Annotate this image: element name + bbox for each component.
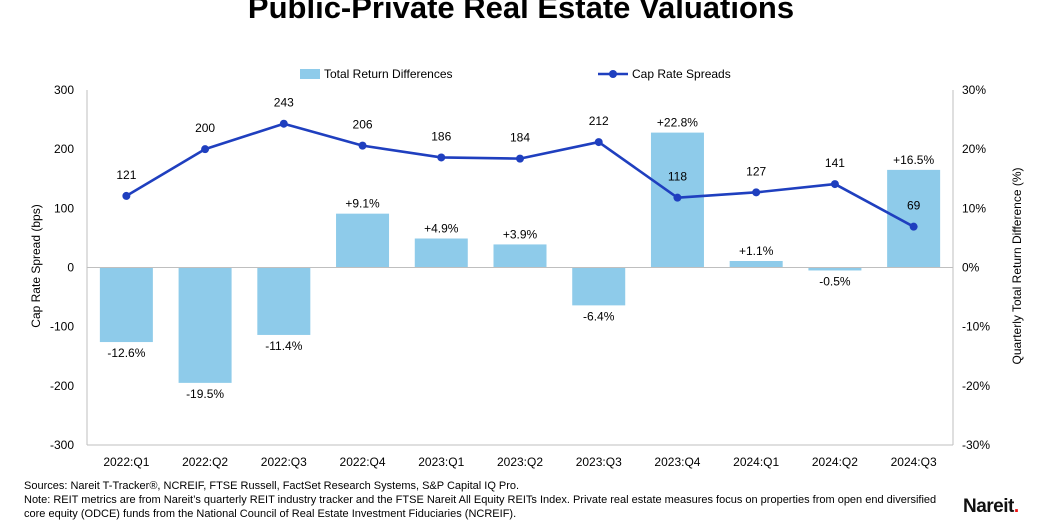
line-point-2022:Q1 — [122, 191, 131, 200]
sources-text: Sources: Nareit T-Tracker®, NCREIF, FTSE… — [24, 480, 520, 492]
legend-swatch-total-return — [300, 69, 320, 79]
bar-2023:Q2 — [493, 244, 547, 268]
line-label-2024:Q2: 141 — [825, 156, 845, 170]
y-tick-label: -200 — [50, 379, 74, 393]
legend-label-total-return: Total Return Differences — [324, 67, 453, 81]
bar-label-2023:Q2: +3.9% — [503, 227, 538, 241]
bar-label-2022:Q1: -12.6% — [107, 346, 145, 360]
bar-label-2022:Q2: -19.5% — [186, 387, 224, 401]
y-tick-label: 300 — [54, 83, 74, 97]
bar-label-2023:Q3: -6.4% — [583, 309, 615, 323]
bar-2023:Q1 — [414, 238, 468, 268]
bar-2024:Q3 — [887, 169, 941, 268]
combo-chart: -12.6% -19.5% -11.4% +9.1% +4.9% +3.9% -6.4% +2… — [29, 67, 1024, 469]
y-tick-label: 100 — [54, 201, 74, 215]
y-tick-label: -300 — [50, 438, 74, 452]
line-point-2023:Q1 — [437, 153, 446, 162]
bar-label-2024:Q2: -0.5% — [819, 274, 851, 288]
line-label-2022:Q4: 206 — [353, 118, 373, 132]
line-point-2022:Q3 — [279, 119, 288, 128]
line-point-2024:Q2 — [830, 180, 839, 189]
line-label-2023:Q2: 184 — [510, 131, 530, 145]
line-point-2023:Q4 — [673, 193, 682, 202]
line-label-2023:Q3: 212 — [589, 114, 609, 128]
x-tick-label: 2023:Q1 — [418, 455, 464, 469]
line-label-2022:Q3: 243 — [274, 96, 294, 110]
legend-label-cap-rate: Cap Rate Spreads — [632, 67, 731, 81]
line-label-2023:Q4: 118 — [668, 170, 687, 184]
y-tick-label: -100 — [50, 320, 74, 334]
nareit-logo: Nareit. — [963, 496, 1019, 517]
y2-tick-label: 30% — [962, 83, 986, 97]
y2-axis-title: Quarterly Total Return Difference (%) — [1010, 168, 1024, 365]
y2-tick-label: -30% — [962, 438, 990, 452]
y-tick-label: 200 — [54, 142, 74, 156]
x-tick-label: 2024:Q3 — [891, 455, 937, 469]
x-tick-label: 2023:Q3 — [576, 455, 622, 469]
y2-tick-label: -10% — [962, 320, 990, 334]
line-point-2022:Q2 — [201, 145, 210, 154]
line-label-2024:Q1: 127 — [746, 164, 766, 178]
bar-2024:Q2 — [808, 267, 862, 271]
bar-label-2022:Q3: -11.4% — [265, 339, 302, 353]
x-tick-label: 2024:Q2 — [812, 455, 858, 469]
bar-2022:Q1 — [99, 267, 153, 343]
x-tick-label: 2022:Q1 — [103, 455, 149, 469]
bar-label-2023:Q4: +22.8% — [657, 116, 698, 130]
line-label-2022:Q1: 121 — [116, 168, 136, 182]
bar-2022:Q4 — [336, 213, 390, 268]
x-tick-label: 2024:Q1 — [733, 455, 779, 469]
line-label-2022:Q2: 200 — [195, 121, 215, 135]
line-point-2023:Q2 — [516, 154, 524, 163]
line-point-2023:Q3 — [594, 138, 603, 147]
line-point-2024:Q1 — [752, 188, 761, 197]
bar-2024:Q1 — [729, 260, 783, 268]
bar-2023:Q3 — [572, 267, 626, 306]
y2-tick-label: -20% — [962, 379, 990, 393]
y2-tick-label: 20% — [962, 142, 986, 156]
x-tick-label: 2022:Q4 — [340, 455, 386, 469]
chart-title: Public-Private Real Estate Valuations — [247, 0, 795, 25]
bar-label-2022:Q4: +9.1% — [345, 197, 380, 211]
line-label-2023:Q1: 186 — [431, 129, 451, 143]
legend-marker-cap-rate — [609, 70, 617, 78]
y2-tick-label: 10% — [962, 201, 986, 215]
x-tick-label: 2022:Q3 — [261, 455, 307, 469]
note-text: Note: REIT metrics are from Nareit’s qua… — [24, 494, 937, 520]
x-tick-label: 2022:Q2 — [182, 455, 228, 469]
x-tick-label: 2023:Q4 — [654, 455, 700, 469]
line-point-2024:Q3 — [909, 222, 918, 231]
bar-label-2024:Q3: +16.5% — [893, 153, 934, 167]
bar-2022:Q3 — [257, 267, 311, 335]
line-point-2022:Q4 — [358, 141, 367, 150]
bar-label-2023:Q1: +4.9% — [424, 222, 459, 236]
bar-2022:Q2 — [178, 267, 232, 383]
y2-tick-label: 0% — [962, 261, 980, 275]
line-label-2024:Q3: 69 — [907, 199, 921, 213]
x-tick-label: 2023:Q2 — [497, 455, 543, 469]
y-tick-label: 0 — [67, 261, 74, 275]
bar-label-2024:Q1: +1.1% — [739, 244, 774, 258]
y-axis-title: Cap Rate Spread (bps) — [29, 204, 43, 327]
